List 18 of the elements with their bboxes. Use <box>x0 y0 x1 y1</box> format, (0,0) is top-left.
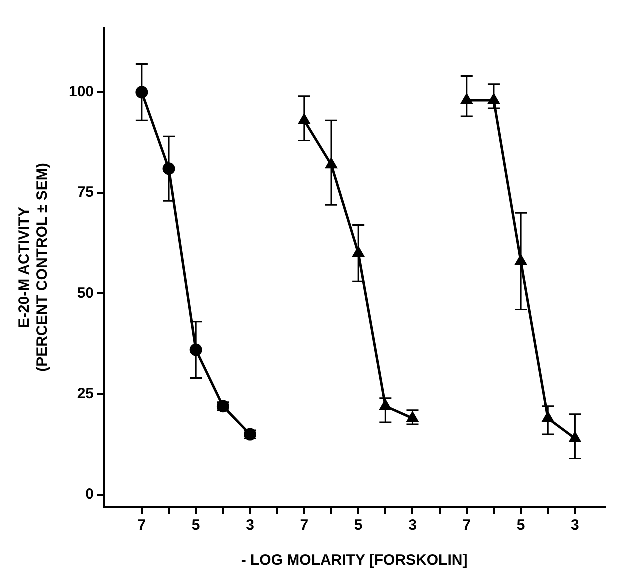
x-tick-label: 3 <box>246 517 254 534</box>
y-axis-title: E-20-M ACTIVITY (PERCENT CONTROL ± SEM) <box>16 163 52 372</box>
y-tick-label: 75 <box>77 184 94 202</box>
point <box>298 114 310 124</box>
y-tick-label: 50 <box>77 284 94 302</box>
x-tick-label: 7 <box>138 517 146 534</box>
x-tick-label: 3 <box>408 517 417 534</box>
x-axis-title: - LOG MOLARITY [FORSKOLIN] <box>241 552 468 570</box>
x-tick-label: 3 <box>571 517 580 534</box>
x-tick-label: 5 <box>192 517 200 534</box>
x-tick-label: 7 <box>462 517 472 534</box>
x-tick-label: 5 <box>354 517 363 534</box>
point <box>570 432 581 442</box>
y-tick-label: 25 <box>77 385 94 402</box>
x-tick-label: 5 <box>516 517 526 534</box>
x-tick-label: 7 <box>300 517 309 534</box>
y-tick-label: 100 <box>68 84 94 101</box>
y-tick-label: 0 <box>86 486 94 504</box>
